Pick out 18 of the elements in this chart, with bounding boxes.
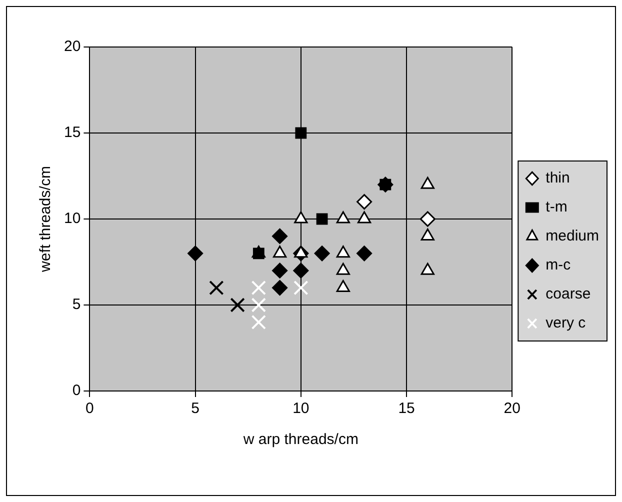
x-tick-label: 15 <box>398 400 415 418</box>
y-tick-label: 5 <box>72 296 81 314</box>
x-tick-label: 0 <box>86 400 94 418</box>
legend-label: thin <box>546 170 570 187</box>
legend-label: coarse <box>546 286 591 303</box>
legend-label: medium <box>546 228 600 245</box>
legend-label: m-c <box>546 256 572 274</box>
x-tick-label: 10 <box>292 400 310 418</box>
x-tick-label: 5 <box>191 400 200 418</box>
y-tick-label: 10 <box>64 210 81 228</box>
legend-label: very c <box>546 314 586 332</box>
x-axis-title: w arp threads/cm <box>242 431 358 448</box>
x-tick-label: 20 <box>504 400 520 418</box>
y-tick-label: 15 <box>64 124 81 142</box>
y-tick-label: 20 <box>64 38 81 56</box>
y-tick-label: 0 <box>72 382 81 400</box>
legend-label: t-m <box>546 198 568 216</box>
y-axis-title: weft threads/cm <box>37 166 54 273</box>
